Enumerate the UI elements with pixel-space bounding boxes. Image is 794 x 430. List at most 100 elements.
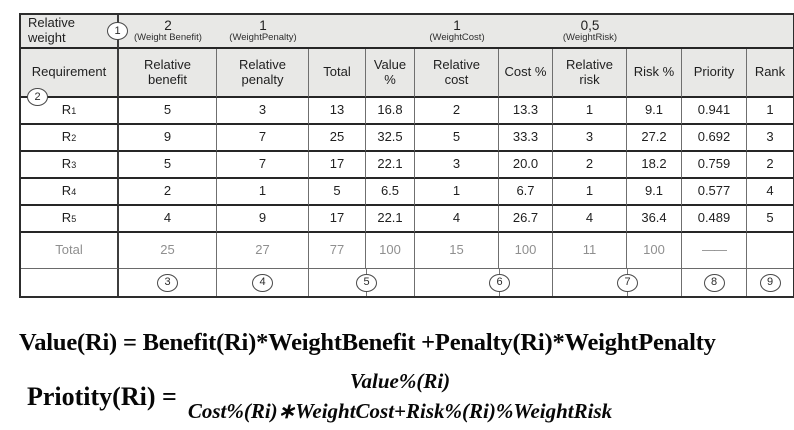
cell-total: 17 bbox=[309, 152, 366, 179]
cell-risk: 3 bbox=[553, 125, 627, 152]
footnote-empty bbox=[21, 269, 119, 296]
cell-cost-pct: 13.3 bbox=[499, 98, 553, 125]
cell-rank: 2 bbox=[747, 152, 793, 179]
cell-cost-pct: 33.3 bbox=[499, 125, 553, 152]
circled-number-1: 1 bbox=[107, 22, 128, 40]
cell-value-pct: 6.5 bbox=[366, 179, 415, 206]
cell-penalty: 7 bbox=[217, 125, 309, 152]
footnote-penalty: 4 bbox=[217, 269, 309, 296]
footnote-benefit: 3 bbox=[119, 269, 217, 296]
total-label: Total bbox=[21, 233, 119, 269]
cell-cost: 4 bbox=[415, 206, 499, 233]
cell-penalty: 7 bbox=[217, 152, 309, 179]
total-cost: 15 bbox=[415, 233, 499, 269]
header-relative-cost: Relative cost bbox=[415, 49, 499, 98]
cell-penalty: 9 bbox=[217, 206, 309, 233]
weight-penalty-block: 1 (WeightPenalty) bbox=[217, 18, 309, 44]
cell-rank: 4 bbox=[747, 179, 793, 206]
circled-number-2: 2 bbox=[27, 88, 48, 106]
weight-penalty-label: (WeightPenalty) bbox=[229, 32, 297, 44]
total-value-pct: 100 bbox=[366, 233, 415, 269]
cell-priority: 0.577 bbox=[682, 179, 747, 206]
cell-rank: 1 bbox=[747, 98, 793, 125]
header-cost-pct: Cost % bbox=[499, 49, 553, 98]
cell-cost: 5 bbox=[415, 125, 499, 152]
weight-benefit-label: (Weight Benefit) bbox=[134, 32, 202, 44]
header-priority: Priority bbox=[682, 49, 747, 98]
total-benefit: 25 bbox=[119, 233, 217, 269]
cell-penalty: 1 bbox=[217, 179, 309, 206]
cell-cost: 2 bbox=[415, 98, 499, 125]
header-relative-benefit: Relative benefit bbox=[119, 49, 217, 98]
circled-number-4: 4 bbox=[252, 273, 273, 292]
priority-formula-denominator: Cost%(Ri)∗WeightCost+Risk%(Ri)%WeightRis… bbox=[187, 399, 613, 423]
weight-risk-block: 0,5 (WeightRisk) bbox=[553, 18, 627, 44]
priority-formula: Priotity(Ri) = Value%(Ri) Cost%(Ri)∗Weig… bbox=[27, 369, 614, 424]
cell-benefit: 5 bbox=[119, 152, 217, 179]
priority-formula-numerator: Value%(Ri) bbox=[349, 369, 451, 393]
cell-cost-pct: 26.7 bbox=[499, 206, 553, 233]
weight-benefit-block: 2 (Weight Benefit) bbox=[119, 18, 217, 44]
cell-risk-pct: 36.4 bbox=[627, 206, 682, 233]
cell-priority: 0.692 bbox=[682, 125, 747, 152]
weights-cell: 2 (Weight Benefit) 1 (WeightPenalty) 1 (… bbox=[119, 15, 793, 49]
cell-total: 25 bbox=[309, 125, 366, 152]
circled-number-3: 3 bbox=[157, 273, 178, 292]
header-requirement-label: Requirement bbox=[31, 64, 107, 80]
relative-weight-line1: Relative bbox=[28, 15, 75, 31]
header-risk-pct: Risk % bbox=[627, 49, 682, 98]
cell-total: 13 bbox=[309, 98, 366, 125]
header-relative-penalty: Relative penalty bbox=[217, 49, 309, 98]
footnote-cost: 6 bbox=[415, 269, 553, 296]
cell-risk-pct: 18.2 bbox=[627, 152, 682, 179]
cell-value-pct: 32.5 bbox=[366, 125, 415, 152]
footnote-value: 5 bbox=[309, 269, 415, 296]
total-risk: 11 bbox=[553, 233, 627, 269]
cell-cost: 1 bbox=[415, 179, 499, 206]
cell-risk-pct: 9.1 bbox=[627, 98, 682, 125]
relative-weight-line2: weight bbox=[28, 30, 66, 45]
footnote-priority: 8 bbox=[682, 269, 747, 296]
cell-rank: 5 bbox=[747, 206, 793, 233]
relative-weight-label: Relative weight bbox=[28, 16, 75, 45]
total-penalty: 27 bbox=[217, 233, 309, 269]
circled-number-7: 7 bbox=[617, 273, 638, 292]
cell-cost-pct: 6.7 bbox=[499, 179, 553, 206]
cell-value-pct: 22.1 bbox=[366, 206, 415, 233]
cell-risk-pct: 27.2 bbox=[627, 125, 682, 152]
total-rank-empty bbox=[747, 233, 793, 269]
total-risk-pct: 100 bbox=[627, 233, 682, 269]
cell-total: 5 bbox=[309, 179, 366, 206]
cell-benefit: 2 bbox=[119, 179, 217, 206]
cell-risk: 1 bbox=[553, 98, 627, 125]
cell-value-pct: 16.8 bbox=[366, 98, 415, 125]
footnote-risk: 7 bbox=[553, 269, 682, 296]
weight-cost-label: (WeightCost) bbox=[429, 32, 485, 44]
header-value-pct: Value % bbox=[366, 49, 415, 98]
cell-priority: 0.489 bbox=[682, 206, 747, 233]
header-relative-risk: Relative risk bbox=[553, 49, 627, 98]
weight-penalty-value: 1 bbox=[259, 18, 267, 33]
priority-formula-lhs: Priotity(Ri) = bbox=[27, 381, 177, 411]
footnote-rank: 9 bbox=[747, 269, 793, 296]
cell-benefit: 4 bbox=[119, 206, 217, 233]
circled-number-6: 6 bbox=[489, 273, 510, 292]
cell-value-pct: 22.1 bbox=[366, 152, 415, 179]
value-formula: Value(Ri) = Benefit(Ri)*WeightBenefit +P… bbox=[19, 329, 716, 356]
total-cost-pct: 100 bbox=[499, 233, 553, 269]
total-priority-dash: —— bbox=[682, 233, 747, 269]
header-rank: Rank bbox=[747, 49, 793, 98]
cell-risk: 2 bbox=[553, 152, 627, 179]
circled-number-5: 5 bbox=[356, 273, 377, 292]
weight-risk-label: (WeightRisk) bbox=[562, 32, 618, 44]
cell-priority: 0.941 bbox=[682, 98, 747, 125]
cell-rank: 3 bbox=[747, 125, 793, 152]
weight-cost-block: 1 (WeightCost) bbox=[415, 18, 499, 44]
cell-benefit: 9 bbox=[119, 125, 217, 152]
relative-weight-cell: Relative weight 1 bbox=[21, 15, 128, 49]
